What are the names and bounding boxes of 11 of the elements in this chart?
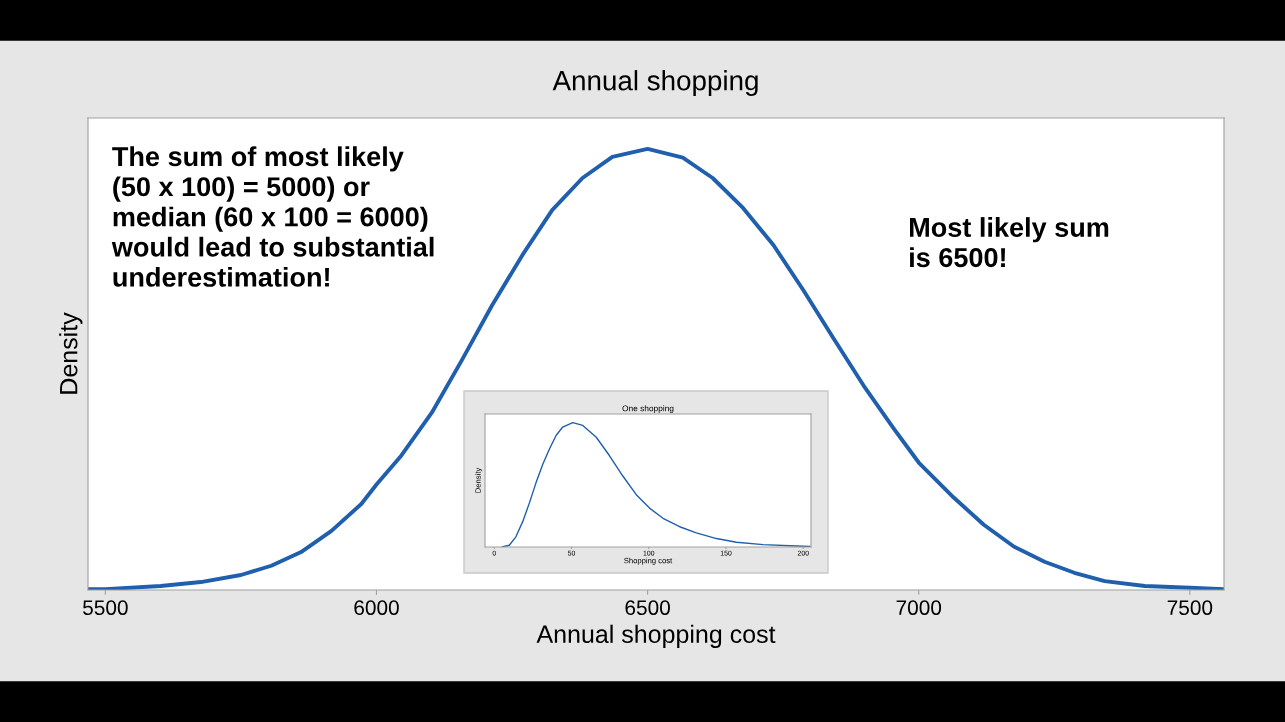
x-tick-label: 7500	[1167, 600, 1213, 616]
annotation: Most likely sum is 6500!	[910, 217, 1109, 268]
x-tick-label: 6000	[354, 600, 399, 616]
annotation: The sum of most likely (50 x 100) = 5000) or median (60 x 100 = 6000) would lead to substantial underestimation!	[111, 146, 434, 287]
x-tick-label: 6500	[625, 600, 670, 616]
x-tick-label: 5500	[83, 600, 128, 616]
y-axis-title: Density	[59, 312, 83, 394]
chart-title: One shopping	[622, 405, 674, 413]
chart-title: Annual shopping	[552, 70, 758, 96]
x-tick-label: 7000	[896, 600, 942, 616]
x-axis-title: Annual shopping cost	[536, 624, 776, 648]
